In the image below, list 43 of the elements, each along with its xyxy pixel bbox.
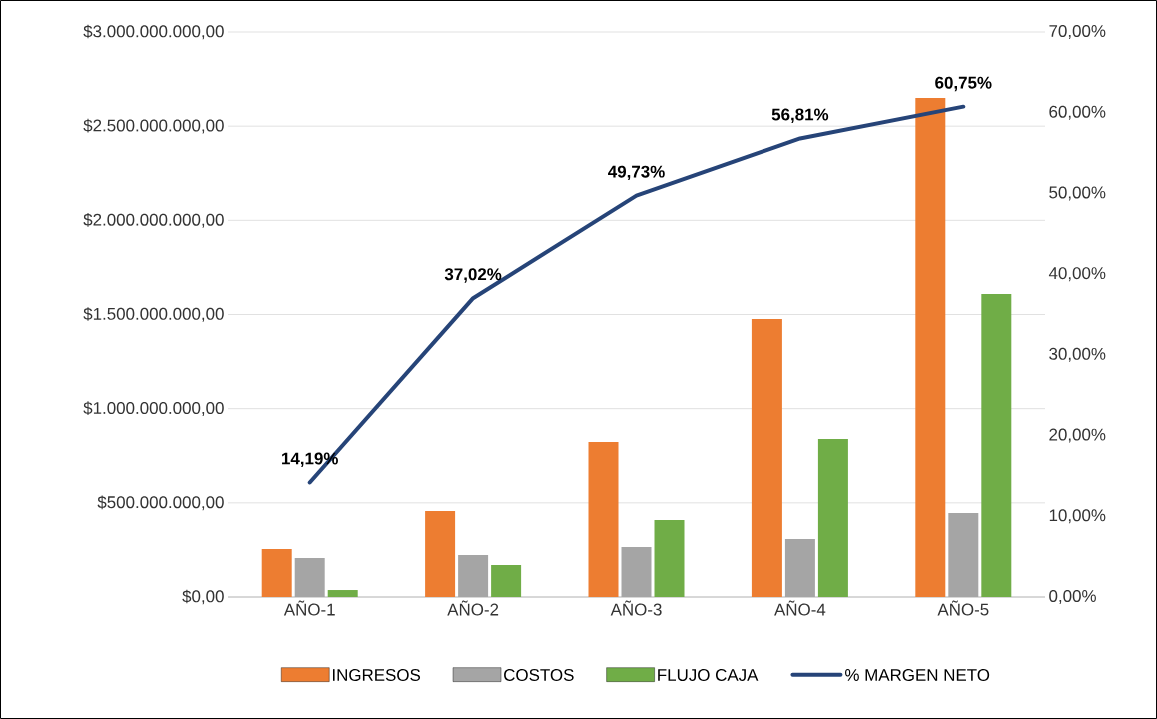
y-tick-label: $500.000.000,00 xyxy=(97,495,224,511)
bar xyxy=(654,519,685,597)
y2-tick-label: 60,00% xyxy=(1049,105,1106,120)
y2-tick-label: 40,00% xyxy=(1048,267,1106,282)
bar xyxy=(327,590,358,597)
y-tick-label: $0,00 xyxy=(182,589,224,605)
bar xyxy=(915,97,946,597)
bar xyxy=(948,513,979,597)
bar xyxy=(261,548,292,597)
bar xyxy=(425,510,456,597)
x-tick-label: AÑO-3 xyxy=(610,600,662,616)
y2-tick-label: 50,00% xyxy=(1049,186,1106,201)
x-tick-label: AÑO-2 xyxy=(447,600,499,616)
y-tick-label: $2.500.000.000,00 xyxy=(83,118,224,134)
y-tick-label: $1.000.000.000,00 xyxy=(83,401,224,417)
bar xyxy=(981,293,1012,597)
bar xyxy=(491,564,522,597)
x-tick-label: AÑO-5 xyxy=(937,600,989,616)
data-label: 56,81% xyxy=(771,108,829,123)
bar xyxy=(458,555,489,597)
legend-label: FLUJO CAJA xyxy=(658,668,759,681)
y2-tick-label: 30,00% xyxy=(1049,347,1106,362)
legend-label: INGRESOS xyxy=(332,668,421,681)
y2-tick-label: 20,00% xyxy=(1049,428,1106,443)
y2-tick-label: 0,00% xyxy=(1049,590,1096,604)
bar xyxy=(294,558,325,597)
bar xyxy=(784,538,815,597)
bar xyxy=(817,438,848,597)
y2-tick-label: 10,00% xyxy=(1049,509,1106,524)
bar xyxy=(588,442,619,597)
x-tick-label: AÑO-1 xyxy=(283,600,335,616)
legend-label: % MARGEN NETO xyxy=(845,668,990,681)
bar xyxy=(751,319,782,597)
data-label: 60,75% xyxy=(935,76,992,92)
y-tick-label: $2.000.000.000,00 xyxy=(83,212,224,228)
legend-label: COSTOS xyxy=(504,668,574,681)
bar xyxy=(621,547,652,597)
y-tick-label: $3.000.000.000,00 xyxy=(83,24,224,40)
x-tick-label: AÑO-4 xyxy=(774,600,826,616)
y-tick-label: $1.500.000.000,00 xyxy=(83,307,224,322)
data-label: 49,73% xyxy=(608,165,665,181)
data-label: 37,02% xyxy=(444,268,502,283)
y2-tick-label: 70,00% xyxy=(1049,24,1106,39)
